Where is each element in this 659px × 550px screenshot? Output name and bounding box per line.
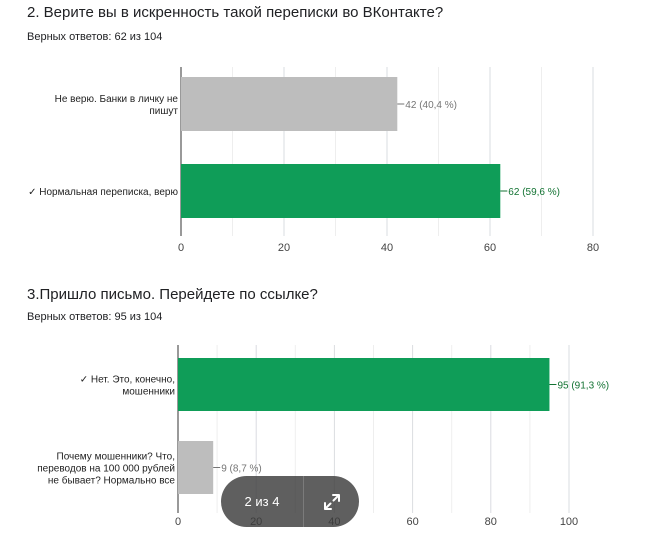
category-label: Не верю. Банки в личку не пишут [55, 94, 179, 117]
x-tick-label: 40 [381, 242, 393, 254]
expand-arrows-icon [323, 493, 340, 510]
bar [181, 164, 501, 218]
data-label: 95 (91,3 %) [557, 381, 609, 392]
question-title: 2. Верите вы в искренность такой перепис… [27, 4, 444, 21]
x-tick-label: 80 [485, 516, 497, 528]
data-label: 62 (59,6 %) [508, 187, 560, 198]
pager-divider [303, 476, 304, 527]
page-counter: 2 из 4 [244, 494, 280, 509]
bar-chart-question-2: 0 20 40 60 80 42 (40,4 %) Не верю. Банки в лич… [28, 67, 599, 254]
x-tick-label: 60 [484, 242, 496, 254]
data-label: 9 (8,7 %) [221, 464, 262, 475]
x-tick-label: 100 [560, 516, 578, 528]
bar [178, 441, 214, 494]
category-label: ✓ Нормальная переписка, верю [28, 187, 178, 198]
correct-answers-count: Верных ответов: 62 из 104 [27, 31, 163, 43]
x-tick-label: 20 [278, 242, 290, 254]
x-tick-label: 80 [587, 242, 599, 254]
category-label: ✓ Нет. Это, конечно, мошенники [80, 375, 175, 398]
correct-answers-count: Верных ответов: 95 из 104 [27, 311, 163, 323]
category-label: Почему мошенники? Что, переводов на 100 0… [37, 452, 175, 487]
bar [178, 358, 550, 411]
x-tick-label: 0 [175, 516, 181, 528]
image-pager: 2 из 4 [221, 476, 359, 527]
x-tick-label: 0 [178, 242, 184, 254]
bar [181, 77, 398, 131]
question-title: 3.Пришло письмо. Перейдете по ссылке? [27, 286, 318, 303]
x-tick-label: 60 [406, 516, 418, 528]
fullscreen-button[interactable] [304, 476, 359, 527]
data-label: 42 (40,4 %) [405, 100, 457, 111]
